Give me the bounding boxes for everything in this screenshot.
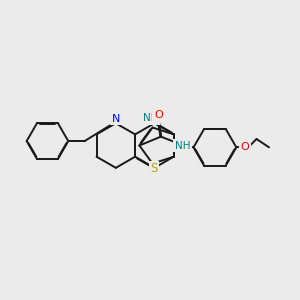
Text: NH: NH	[175, 140, 190, 151]
Text: O: O	[154, 110, 163, 120]
Text: O: O	[240, 142, 249, 152]
Text: NH: NH	[143, 113, 159, 123]
Text: 2: 2	[160, 111, 164, 120]
Text: N: N	[150, 168, 159, 178]
Text: N: N	[112, 114, 120, 124]
Text: S: S	[150, 162, 158, 176]
